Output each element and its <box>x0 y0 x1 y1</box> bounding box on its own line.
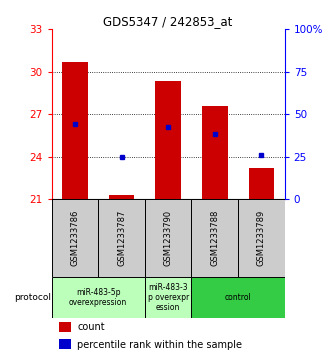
Bar <box>52 199 98 277</box>
Text: GSM1233787: GSM1233787 <box>117 210 126 266</box>
Bar <box>62 62 88 199</box>
Bar <box>155 81 181 199</box>
Bar <box>191 199 238 277</box>
Bar <box>248 168 274 199</box>
Bar <box>109 195 134 199</box>
Text: GSM1233789: GSM1233789 <box>257 210 266 266</box>
Text: GSM1233788: GSM1233788 <box>210 210 219 266</box>
Bar <box>191 277 285 318</box>
Bar <box>238 199 285 277</box>
Text: GSM1233786: GSM1233786 <box>70 210 80 266</box>
Title: GDS5347 / 242853_at: GDS5347 / 242853_at <box>104 15 233 28</box>
Bar <box>145 199 191 277</box>
Bar <box>145 277 191 318</box>
Bar <box>52 277 145 318</box>
Bar <box>202 106 227 199</box>
Text: protocol: protocol <box>15 293 52 302</box>
Text: percentile rank within the sample: percentile rank within the sample <box>77 340 242 350</box>
Text: GSM1233790: GSM1233790 <box>164 210 173 266</box>
Text: count: count <box>77 322 105 332</box>
Text: control: control <box>225 293 251 302</box>
Bar <box>59 339 71 350</box>
Bar <box>98 199 145 277</box>
Text: miR-483-5p
overexpression: miR-483-5p overexpression <box>69 288 127 307</box>
Text: miR-483-3
p overexpr
ession: miR-483-3 p overexpr ession <box>148 282 189 312</box>
Bar <box>59 322 71 332</box>
